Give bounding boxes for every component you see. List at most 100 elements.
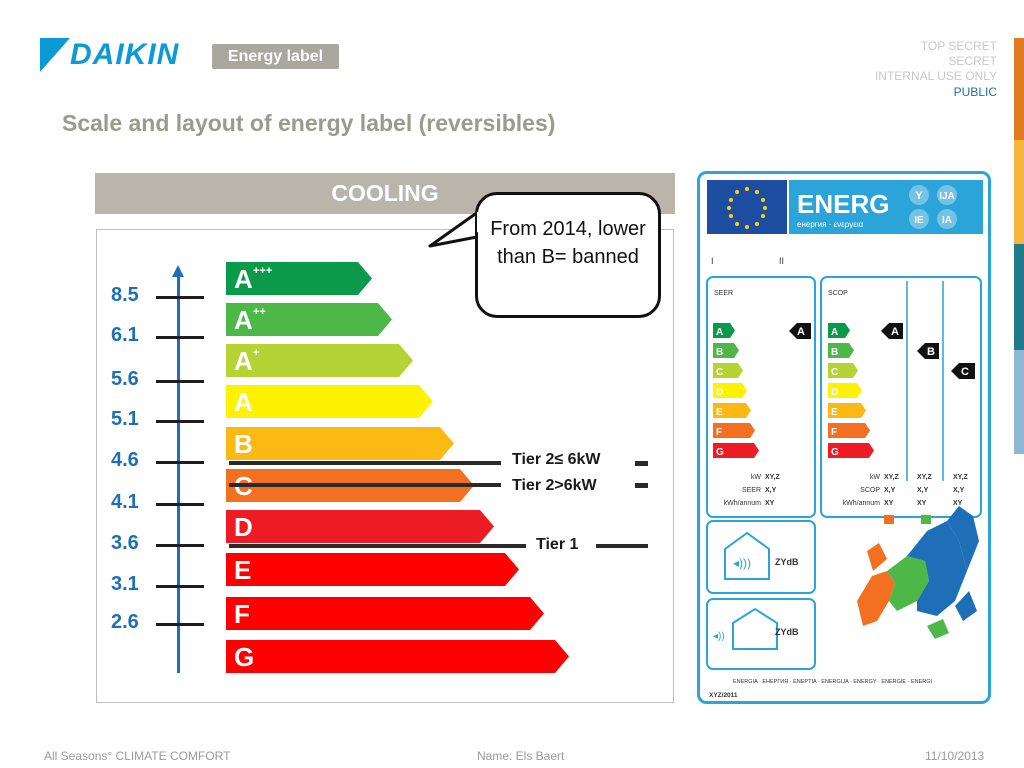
energy-bar-letter: D <box>234 512 253 542</box>
scale-tick <box>156 461 204 464</box>
eu-class-bar <box>828 363 858 378</box>
eu-energy-label: ENERG енергия · ενεργεια Y IJA IE IA I I… <box>697 171 991 704</box>
eu-roman-numeral: II <box>779 256 784 266</box>
tier2-large-line <box>229 483 501 487</box>
tier1-label: Tier 1 <box>536 536 579 553</box>
eu-roman-numeral: I <box>711 256 714 266</box>
energy-bar-g <box>226 640 569 673</box>
eu-spec-label: kW <box>870 474 881 481</box>
energy-bar-letter: A <box>234 305 253 335</box>
eu-class-bar <box>713 423 755 438</box>
eu-lang-code: IE <box>914 215 924 226</box>
scale-value-label: 5.6 <box>111 368 139 390</box>
brand-name: DAIKIN <box>70 38 180 71</box>
svg-text:◂)): ◂)) <box>713 631 725 642</box>
daikin-logo <box>40 38 70 72</box>
eu-spec-label: kWh/annum <box>843 500 881 507</box>
energy-bar-ap <box>226 344 413 377</box>
eu-class-letter: G <box>831 447 839 458</box>
tier2-small-label: Tier 2≤ 6kW <box>512 451 601 468</box>
eu-seer-pointer-letter: A <box>797 326 805 338</box>
footer-date: 11/10/2013 <box>925 749 985 763</box>
energy-bar-letter: A <box>234 387 253 417</box>
cooling-chart-frame <box>96 229 674 703</box>
scale-tick <box>156 503 204 506</box>
bubble-tail-cover <box>477 210 492 238</box>
eu-class-bar <box>713 443 759 458</box>
tier2-small-dash <box>635 461 648 466</box>
energy-bar-b <box>226 427 454 460</box>
eu-spec-value: XY,Z <box>953 474 969 481</box>
eu-class-letter: E <box>716 407 723 418</box>
energy-bar-e <box>226 553 519 586</box>
energy-bar-letter: A <box>234 264 253 294</box>
tier2-small-line <box>229 461 501 465</box>
energy-bar-letter: B <box>234 429 253 459</box>
eu-spec-value: X,Y <box>953 487 965 494</box>
eu-scop-pointer-letter: A <box>891 326 899 338</box>
scale-tick <box>156 420 204 423</box>
eu-class-letter: F <box>716 427 722 438</box>
footer-name: Name: Els Baert <box>477 749 565 763</box>
scale-axis <box>177 275 180 673</box>
eu-footer-code: XYZ/2011 <box>709 692 738 699</box>
energy-bar-letter: A <box>234 346 253 376</box>
scale-value-label: 2.6 <box>111 611 139 633</box>
eu-scop-pointer-letter: C <box>961 366 969 378</box>
scale-tick <box>156 296 204 299</box>
eu-class-bar <box>713 343 739 358</box>
scale-value-label: 4.1 <box>111 491 139 513</box>
scale-value-label: 3.6 <box>111 532 139 554</box>
energy-label-badge: Energy label <box>212 44 339 69</box>
eu-noise-indoor: ZYdB <box>775 557 799 567</box>
eu-lang-code: IJA <box>939 191 955 202</box>
sidebar-stripe-teal <box>1014 244 1024 350</box>
sidebar-stripe-orange <box>1014 38 1024 140</box>
energy-bar-appp <box>226 262 372 295</box>
eu-lang-code: Y <box>915 190 923 202</box>
eu-class-letter: G <box>716 447 724 458</box>
tier2-large-dash <box>635 483 648 488</box>
eu-spec-value: X,Y <box>884 487 896 494</box>
classification-public: PUBLIC <box>953 85 997 99</box>
eu-spec-value: XY <box>953 500 963 507</box>
eu-scop-label: SCOP <box>828 290 848 297</box>
sidebar-stripe-yellow <box>1014 140 1024 244</box>
eu-spec-label: SEER <box>742 487 761 494</box>
eu-class-letter: C <box>716 367 723 378</box>
speech-bubble <box>475 192 661 318</box>
scale-tick <box>156 585 204 588</box>
energy-bar-superscript: ++ <box>253 306 266 318</box>
scale-value-label: 5.1 <box>111 408 139 430</box>
eu-energy-word: ENERG <box>797 189 889 219</box>
energy-bar-app <box>226 303 392 336</box>
energy-bar-superscript: + <box>253 347 259 359</box>
eu-class-letter: E <box>831 407 838 418</box>
scale-tick <box>156 380 204 383</box>
eu-spec-value: XY,Z <box>884 474 900 481</box>
eu-spec-value: X,Y <box>765 487 777 494</box>
classification-top-secret: TOP SECRET <box>920 39 997 53</box>
eu-class-letter: D <box>716 387 723 398</box>
eu-class-letter: A <box>716 327 723 338</box>
tier2-large-label: Tier 2>6kW <box>512 477 597 494</box>
energy-bar-letter: G <box>234 642 254 672</box>
eu-spec-value: XY <box>884 500 894 507</box>
svg-text:◂))): ◂))) <box>733 556 751 570</box>
eu-spec-value: XY <box>765 500 775 507</box>
eu-class-letter: C <box>831 367 838 378</box>
eu-seer-label: SEER <box>714 290 733 297</box>
eu-class-bar <box>713 323 735 338</box>
eu-class-bar <box>828 343 854 358</box>
eu-class-letter: B <box>716 347 723 358</box>
eu-spec-value: X,Y <box>917 487 929 494</box>
scale-value-label: 8.5 <box>111 284 139 306</box>
eu-footer-languages: ENERGIA · ЕНЕРГИЯ · ENEPTIA · ENERGIJA ·… <box>733 679 933 685</box>
eu-class-bar <box>828 443 874 458</box>
eu-class-bar <box>713 363 743 378</box>
eu-class-bar <box>828 323 850 338</box>
energy-bar-letter: E <box>234 555 251 585</box>
scale-axis-arrow <box>172 265 184 277</box>
eu-energy-sub: енергия · ενεργεια <box>797 220 864 229</box>
